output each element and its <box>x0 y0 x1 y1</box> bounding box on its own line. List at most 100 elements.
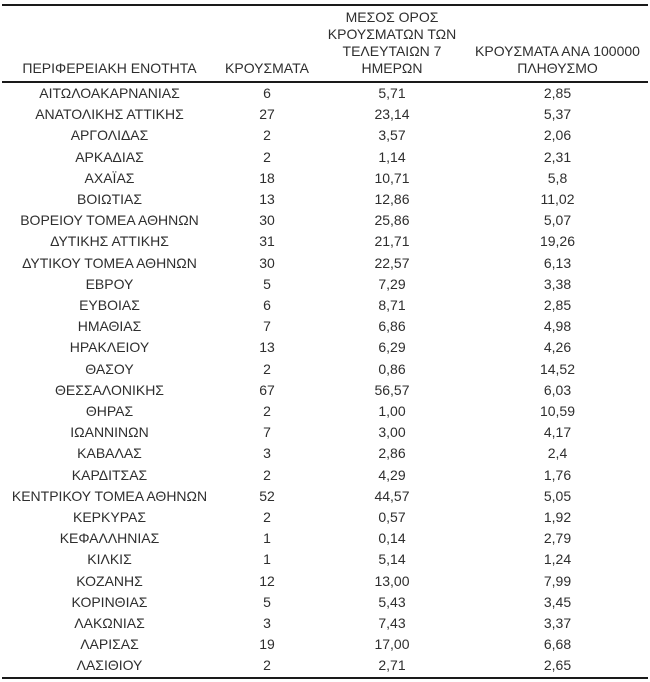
cell-region: ΛΑΡΙΣΑΣ <box>80 636 139 653</box>
cell-per100k: 5,05 <box>543 487 572 504</box>
table-row: ΚΕΡΚΥΡΑΣ 2 0,57 1,92 <box>2 507 648 528</box>
cell-avg7: 56,57 <box>374 381 410 398</box>
column-header-cases: ΚΡΟΥΣΜΑΤΑ <box>217 5 317 83</box>
cell-avg7: 2,71 <box>378 657 406 674</box>
cell-cases: 30 <box>259 212 275 229</box>
cell-cases: 18 <box>259 169 275 186</box>
cell-per100k: 2,4 <box>547 445 568 462</box>
cell-per100k: 6,13 <box>543 254 572 271</box>
cell-per100k: 4,17 <box>543 424 572 441</box>
cell-cases: 5 <box>263 275 271 292</box>
cell-cases: 6 <box>263 297 271 314</box>
cell-region: ΚΑΡΔΙΤΣΑΣ <box>71 466 148 483</box>
cell-avg7: 8,71 <box>378 297 406 314</box>
table-row: ΑΡΚΑΔΙΑΣ 2 1,14 2,31 <box>2 147 648 168</box>
cell-region: ΚΟΡΙΝΘΙΑΣ <box>71 593 148 610</box>
cell-region: ΚΕΦΑΛΛΗΝΙΑΣ <box>59 530 160 547</box>
cell-region: ΘΗΡΑΣ <box>85 403 134 420</box>
cell-region: ΕΒΡΟΥ <box>85 275 134 292</box>
table-row: ΑΝΑΤΟΛΙΚΗΣ ΑΤΤΙΚΗΣ 27 23,14 5,37 <box>2 104 648 125</box>
table-row: ΑΡΓΟΛΙΔΑΣ 2 3,57 2,06 <box>2 125 648 146</box>
cell-cases: 3 <box>263 615 271 632</box>
cell-cases: 13 <box>259 191 275 208</box>
cell-avg7: 12,86 <box>374 191 410 208</box>
cell-per100k: 6,03 <box>543 381 572 398</box>
cell-avg7: 5,71 <box>378 85 406 101</box>
table-row: ΚΟΡΙΝΘΙΑΣ 5 5,43 3,45 <box>2 592 648 613</box>
cell-cases: 27 <box>259 106 275 123</box>
cell-avg7: 25,86 <box>374 212 410 229</box>
table-row: ΙΩΑΝΝΙΝΩΝ 7 3,00 4,17 <box>2 422 648 443</box>
cell-region: ΑΝΑΤΟΛΙΚΗΣ ΑΤΤΙΚΗΣ <box>35 106 184 123</box>
table-row: ΚΟΖΑΝΗΣ 12 13,00 7,99 <box>2 571 648 592</box>
table-row: ΘΗΡΑΣ 2 1,00 10,59 <box>2 401 648 422</box>
table-row: ΚΑΒΑΛΑΣ 3 2,86 2,4 <box>2 443 648 464</box>
cell-cases: 3 <box>263 445 271 462</box>
cell-avg7: 6,86 <box>378 318 406 335</box>
column-header-per100k-line1: ΚΡΟΥΣΜΑΤΑ ΑΝΑ 100000 <box>475 43 640 59</box>
cell-per100k: 1,92 <box>543 509 572 526</box>
cell-per100k: 2,79 <box>543 530 572 547</box>
cell-region: ΕΥΒΟΙΑΣ <box>79 297 140 314</box>
cell-cases: 5 <box>263 593 271 610</box>
column-header-per100k-line2: ΠΛΗΘΥΣΜΟ <box>517 60 598 76</box>
table-row: ΒΟΙΩΤΙΑΣ 13 12,86 11,02 <box>2 189 648 210</box>
cell-region: ΔΥΤΙΚΟΥ ΤΟΜΕΑ ΑΘΗΝΩΝ <box>22 254 197 271</box>
cell-cases: 67 <box>259 381 275 398</box>
cell-per100k: 2,31 <box>543 148 572 165</box>
cell-per100k: 2,06 <box>543 127 572 144</box>
cell-per100k: 3,37 <box>543 615 572 632</box>
table-row: ΚΙΛΚΙΣ 1 5,14 1,24 <box>2 549 648 570</box>
cell-region: ΘΕΣΣΑΛΟΝΙΚΗΣ <box>55 381 164 398</box>
table-row: ΔΥΤΙΚΟΥ ΤΟΜΕΑ ΑΘΗΝΩΝ 30 22,57 6,13 <box>2 253 648 274</box>
cell-region: ΔΥΤΙΚΗΣ ΑΤΤΙΚΗΣ <box>50 233 169 250</box>
cell-region: ΘΑΣΟΥ <box>85 360 134 377</box>
cell-avg7: 0,57 <box>378 509 406 526</box>
cell-region: ΛΑΚΩΝΙΑΣ <box>74 615 145 632</box>
cell-cases: 6 <box>263 85 271 101</box>
cell-per100k: 5,07 <box>543 212 572 229</box>
cell-region: ΚΙΛΚΙΣ <box>87 551 132 568</box>
cell-region: ΚΟΖΑΝΗΣ <box>76 572 143 589</box>
cell-per100k: 3,38 <box>543 275 572 292</box>
column-header-region-label: ΠΕΡΙΦΕΡΕΙΑΚΗ ΕΝΟΤΗΤΑ <box>22 60 197 76</box>
cell-per100k: 6,68 <box>543 636 572 653</box>
cell-avg7: 22,57 <box>374 254 410 271</box>
cell-avg7: 6,29 <box>378 339 406 356</box>
cell-avg7: 21,71 <box>374 233 410 250</box>
cell-per100k: 7,99 <box>543 572 572 589</box>
cell-cases: 7 <box>263 318 271 335</box>
cell-per100k: 1,76 <box>543 466 572 483</box>
cell-region: ΑΙΤΩΛΟΑΚΑΡΝΑΝΙΑΣ <box>39 85 180 101</box>
cell-avg7: 10,71 <box>374 169 410 186</box>
cell-cases: 31 <box>259 233 275 250</box>
cell-cases: 1 <box>263 551 271 568</box>
cell-per100k: 10,59 <box>539 403 576 420</box>
cell-region: ΒΟΡΕΙΟΥ ΤΟΜΕΑ ΑΘΗΝΩΝ <box>20 212 199 229</box>
cell-region: ΑΡΓΟΛΙΔΑΣ <box>70 127 149 144</box>
cell-avg7: 2,86 <box>378 445 406 462</box>
cell-avg7: 13,00 <box>374 572 410 589</box>
cell-per100k: 2,85 <box>543 297 572 314</box>
cell-region: ΑΧΑΪΑΣ <box>84 169 135 186</box>
cell-per100k: 2,65 <box>543 657 572 674</box>
cell-avg7: 1,00 <box>378 403 406 420</box>
column-header-region: ΠΕΡΙΦΕΡΕΙΑΚΗ ΕΝΟΤΗΤΑ <box>2 5 217 83</box>
table-row: ΚΕΦΑΛΛΗΝΙΑΣ 1 0,14 2,79 <box>2 528 648 549</box>
column-header-cases-label: ΚΡΟΥΣΜΑΤΑ <box>225 60 309 76</box>
cell-region: ΚΕΡΚΥΡΑΣ <box>73 509 146 526</box>
cell-avg7: 7,43 <box>378 615 406 632</box>
column-header-avg7-line2: ΚΡΟΥΣΜΑΤΩΝ ΤΩΝ <box>327 26 457 42</box>
cell-avg7: 23,14 <box>374 106 410 123</box>
cell-per100k: 4,26 <box>543 339 572 356</box>
cell-avg7: 7,29 <box>378 275 406 292</box>
table-row: ΒΟΡΕΙΟΥ ΤΟΜΕΑ ΑΘΗΝΩΝ 30 25,86 5,07 <box>2 210 648 231</box>
cell-cases: 2 <box>263 466 271 483</box>
cell-avg7: 3,00 <box>378 424 406 441</box>
cell-per100k: 2,85 <box>543 85 572 101</box>
table-row: ΛΑΚΩΝΙΑΣ 3 7,43 3,37 <box>2 613 648 634</box>
cell-cases: 2 <box>263 403 271 420</box>
cell-per100k: 1,24 <box>543 551 572 568</box>
cell-region: ΗΡΑΚΛΕΙΟΥ <box>69 339 150 356</box>
cell-avg7: 5,14 <box>378 551 406 568</box>
